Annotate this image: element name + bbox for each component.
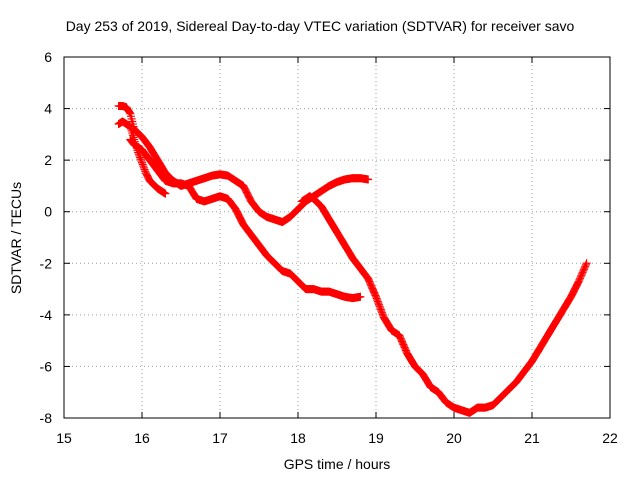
series-arc-2 <box>126 135 365 303</box>
y-tick-label: 0 <box>44 204 52 220</box>
y-tick-labels: -8 -6 -4 -2 0 2 4 6 <box>40 49 53 426</box>
y-tick-label: -8 <box>40 410 53 426</box>
series-arc-4 <box>297 192 591 417</box>
series-arc-3 <box>114 101 373 227</box>
x-tick-labels: 15 16 17 18 19 20 21 22 <box>56 430 618 446</box>
data-point <box>137 157 146 166</box>
y-tick-label: -6 <box>40 358 53 374</box>
data-point <box>139 163 148 172</box>
data-point <box>136 153 145 162</box>
x-tick-label: 17 <box>212 430 228 446</box>
y-tick-label: 4 <box>44 101 52 117</box>
y-tick-label: -4 <box>40 307 53 323</box>
x-tick-label: 18 <box>290 430 306 446</box>
x-axis-label: GPS time / hours <box>283 456 391 472</box>
data-point <box>139 162 148 171</box>
data-point <box>581 260 590 269</box>
y-tick-label: 2 <box>44 152 52 168</box>
data-point <box>356 292 365 301</box>
x-tick-label: 22 <box>602 430 618 446</box>
axis-ticks <box>63 56 611 419</box>
data-point <box>364 175 373 184</box>
data-point <box>582 259 591 268</box>
x-tick-label: 20 <box>446 430 462 446</box>
data-point <box>140 165 149 174</box>
chart-title: Day 253 of 2019, Sidereal Day-to-day VTE… <box>65 18 575 34</box>
data-point <box>136 155 145 164</box>
x-tick-label: 15 <box>56 430 72 446</box>
data-point <box>125 108 134 117</box>
x-tick-label: 21 <box>524 430 540 446</box>
grid-lines <box>64 57 610 418</box>
data-point <box>138 160 147 169</box>
data-point <box>138 158 146 167</box>
data-point <box>161 189 170 198</box>
x-tick-label: 16 <box>134 430 150 446</box>
series-arc-1 <box>114 117 170 198</box>
data-points <box>114 101 591 417</box>
y-tick-label: -2 <box>40 255 53 271</box>
y-tick-label: 6 <box>44 49 52 65</box>
x-tick-label: 19 <box>368 430 384 446</box>
y-axis-label: SDTVAR / TECUs <box>8 181 24 295</box>
data-point <box>135 151 144 160</box>
plot-frame <box>63 56 611 419</box>
